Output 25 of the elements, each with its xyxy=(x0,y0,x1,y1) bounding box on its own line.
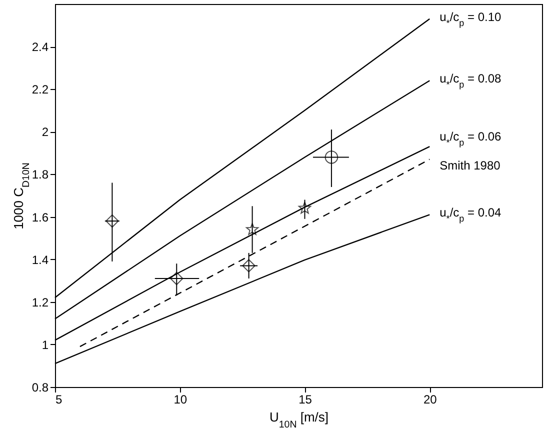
series-label: u$_{*}$/c$_{p}$ = 0.04 xyxy=(440,206,502,224)
point xyxy=(246,222,259,235)
x-tick-label: 10 xyxy=(174,392,188,406)
point xyxy=(324,150,338,164)
y-tick-label: 1.8 xyxy=(32,168,49,182)
y-tick-label: 2 xyxy=(42,125,49,140)
y-tick-label: 0.8 xyxy=(32,380,49,394)
point xyxy=(298,202,312,214)
series-label: u$_{*}$/c$_{p}$ = 0.06 xyxy=(440,130,502,148)
x-axis-title: U$_{10N}$ [m/s] xyxy=(269,410,329,430)
series-label: u$_{*}$/c$_{p}$ = 0.08 xyxy=(440,72,502,90)
point xyxy=(170,272,184,286)
y-tick-label: 1 xyxy=(42,338,49,352)
y-tick-label: 2.2 xyxy=(32,82,49,97)
y-tick-label: 1.4 xyxy=(32,252,49,267)
x-tick-label: 5 xyxy=(56,392,62,406)
series-label: u$_{*}$/c$_{p}$ = 0.10 xyxy=(440,10,502,28)
x-tick-label: 15 xyxy=(298,392,312,406)
y-tick-label: 1.2 xyxy=(32,295,49,310)
x-tick-label: 20 xyxy=(423,392,438,406)
y-tick-label: 2.4 xyxy=(32,40,49,54)
point xyxy=(106,214,119,228)
y-tick-label: 1.6 xyxy=(32,210,49,224)
point xyxy=(242,259,256,272)
series-label: Smith 1980 xyxy=(440,158,501,172)
